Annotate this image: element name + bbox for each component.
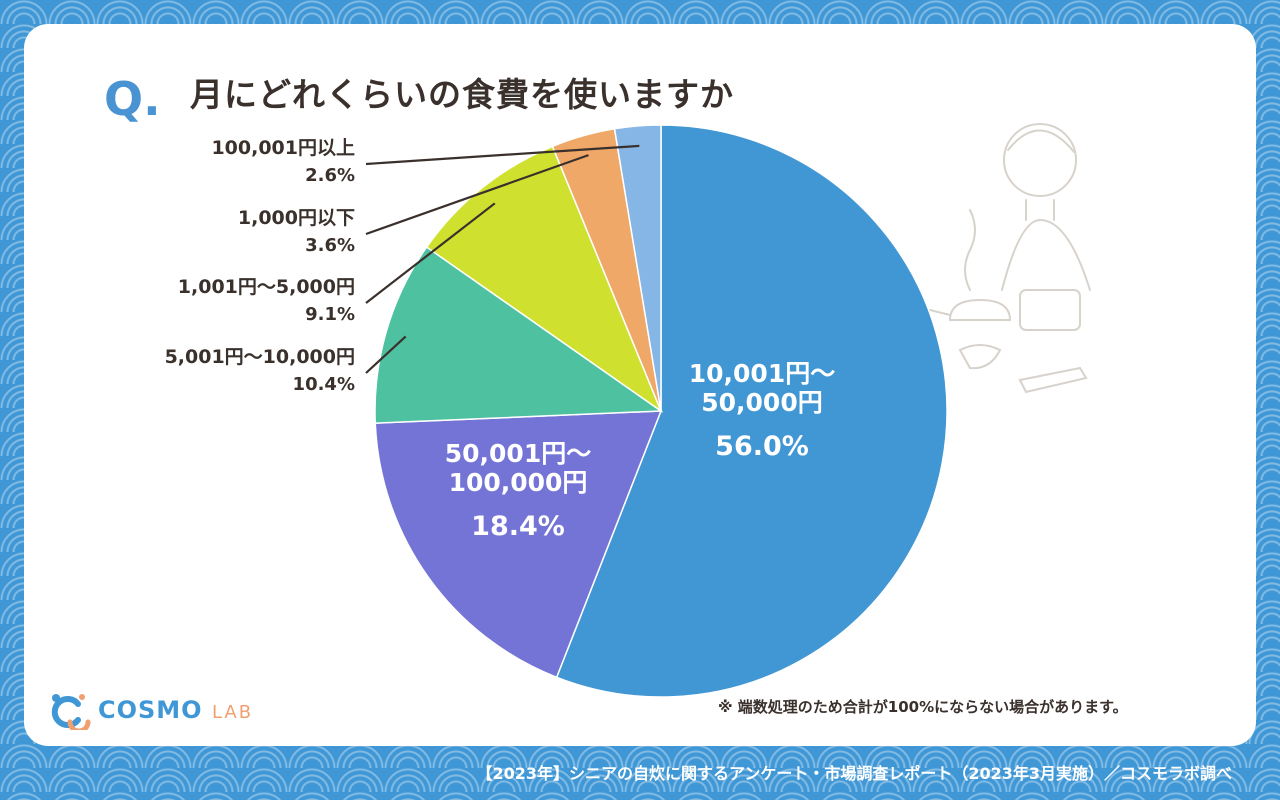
cosmo-lab-logo: COSMO LAB: [48, 690, 253, 730]
slice-label: 1,001円〜5,000円: [178, 276, 355, 298]
pie-slice: [613, 124, 662, 412]
pie-slice: [555, 124, 948, 698]
slice-percent: 18.4%: [471, 511, 565, 542]
slice-percent: 56.0%: [715, 431, 809, 462]
pie-slice: [425, 145, 663, 414]
leader-line: [365, 335, 407, 374]
slice-label: 50,000円: [701, 388, 822, 417]
footer-source: 【2023年】シニアの自炊に関するアンケート・市場調査レポート（2023年3月実…: [476, 764, 1232, 783]
cosmo-lab-logo-icon: [51, 694, 91, 730]
slice-label: 100,001円以上: [211, 137, 355, 159]
logo-text-main: COSMO: [98, 696, 203, 724]
slice-label: 50,001円〜: [445, 439, 591, 468]
question-title: 月にどれくらいの食費を使いますか: [190, 75, 734, 114]
leader-line: [365, 154, 589, 236]
slice-percent: 10.4%: [293, 374, 355, 395]
pie-slice: [374, 246, 664, 424]
rounding-note: ※ 端数処理のため合計が100%にならない場合があります。: [718, 698, 1128, 716]
slice-label: 1,000円以下: [238, 207, 355, 229]
slice-label: 5,001円〜10,000円: [165, 346, 355, 368]
pie-slice: [374, 410, 663, 679]
slice-label: 100,000円: [449, 468, 588, 497]
slice-percent: 2.6%: [305, 165, 355, 186]
leader-line: [365, 144, 640, 166]
senior-cooking-illustration: [929, 123, 1091, 394]
logo-wordmark: COSMO LAB: [98, 696, 253, 724]
leader-line: [365, 202, 496, 304]
logo-text-sub: LAB: [211, 702, 254, 723]
slice-percent: 9.1%: [305, 304, 355, 325]
question-mark: Q.: [104, 72, 161, 126]
slice-percent: 3.6%: [305, 235, 355, 256]
slice-label: 10,001円〜: [689, 359, 835, 388]
